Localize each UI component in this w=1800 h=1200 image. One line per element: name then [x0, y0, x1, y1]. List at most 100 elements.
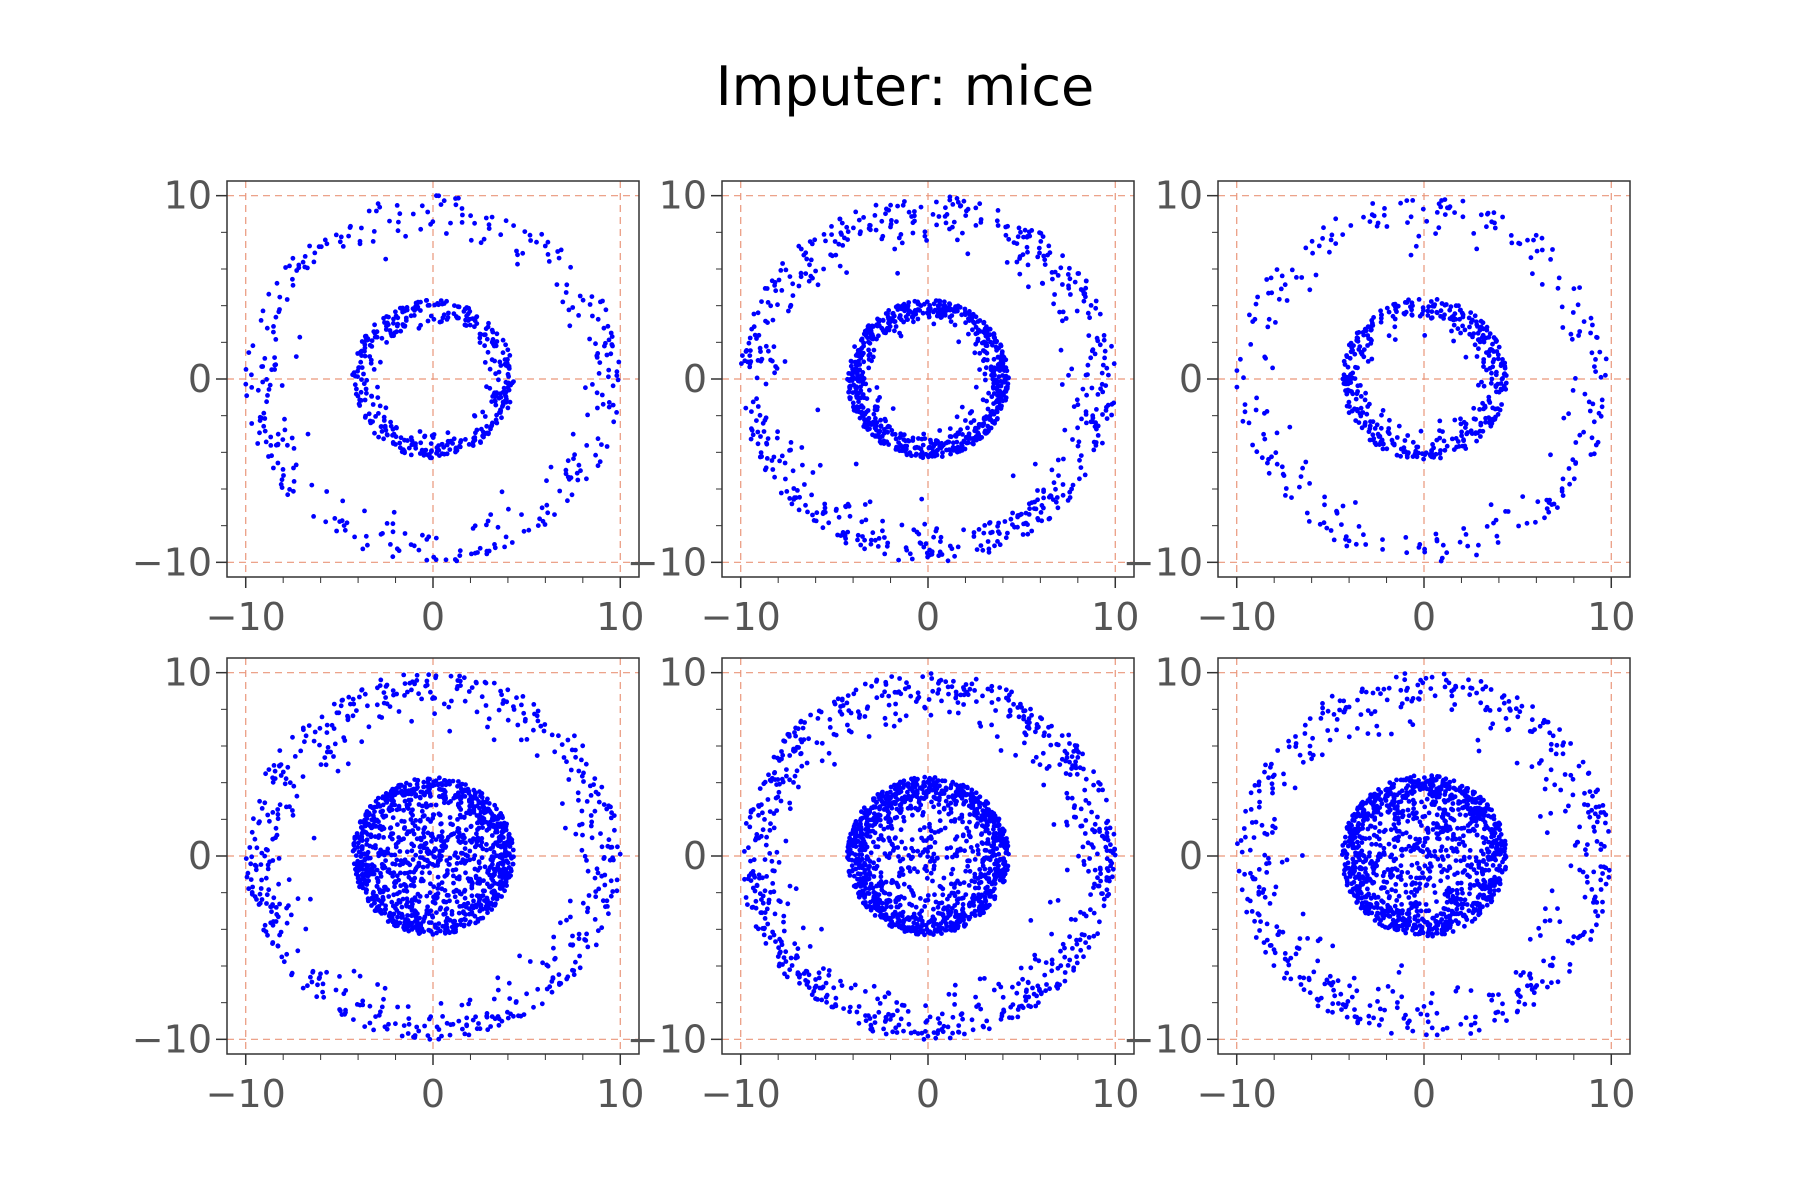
- scatter-point: [1065, 272, 1071, 277]
- scatter-point: [409, 848, 415, 854]
- scatter-point: [888, 202, 893, 208]
- scatter-point: [1517, 241, 1523, 247]
- scatter-point: [372, 804, 377, 810]
- scatter-point: [410, 679, 415, 685]
- scatter-point: [937, 441, 942, 447]
- scatter-point: [463, 870, 468, 876]
- scatter-point: [1533, 232, 1539, 238]
- scatter-point: [360, 546, 366, 552]
- scatter-point: [489, 214, 495, 220]
- scatter-point: [970, 327, 975, 333]
- scatter-point: [466, 789, 472, 794]
- scatter-point: [930, 449, 936, 455]
- scatter-point: [402, 323, 408, 329]
- scatter-point: [452, 557, 458, 562]
- scatter-point: [1459, 429, 1464, 435]
- scatter-point: [778, 798, 784, 804]
- scatter-point: [403, 233, 408, 239]
- scatter-point: [768, 303, 774, 309]
- scatter-point: [854, 1009, 860, 1015]
- scatter-point: [1111, 361, 1117, 367]
- scatter-point: [923, 1003, 928, 1009]
- scatter-point: [871, 983, 877, 989]
- scatter-point: [859, 410, 865, 416]
- scatter-point: [258, 886, 264, 891]
- scatter-point: [763, 381, 769, 387]
- scatter-point: [263, 439, 269, 445]
- scatter-point: [935, 447, 940, 453]
- scatter-point: [1030, 985, 1035, 991]
- scatter-point: [1303, 245, 1309, 251]
- scatter-point: [526, 527, 532, 533]
- scatter-point: [305, 265, 310, 271]
- scatter-point: [567, 898, 573, 904]
- scatter-point: [485, 906, 491, 911]
- scatter-point: [404, 780, 409, 786]
- scatter-point: [859, 336, 865, 342]
- scatter-point: [1551, 501, 1557, 507]
- scatter-point: [362, 691, 368, 697]
- scatter-point: [407, 782, 413, 788]
- scatter-point: [509, 840, 515, 846]
- scatter-point: [783, 267, 789, 273]
- scatter-point: [989, 372, 994, 378]
- y-tick-label: −10: [132, 1017, 212, 1061]
- scatter-point: [952, 553, 957, 559]
- scatter-point: [596, 371, 602, 376]
- scatter-point: [393, 442, 398, 447]
- scatter-point: [301, 727, 306, 733]
- scatter-point: [616, 359, 622, 365]
- scatter-point: [405, 1004, 411, 1009]
- scatter-point: [1255, 294, 1260, 300]
- scatter-point: [448, 832, 454, 838]
- scatter-point: [1029, 528, 1035, 534]
- scatter-point: [757, 345, 763, 351]
- scatter-point: [1087, 856, 1092, 861]
- y-tick-label: 0: [683, 357, 707, 401]
- scatter-point: [838, 978, 843, 984]
- scatter-point: [359, 353, 364, 358]
- scatter-point: [1362, 423, 1368, 428]
- scatter-point: [1425, 313, 1431, 318]
- scatter-point: [456, 1018, 462, 1024]
- scatter-point: [747, 335, 753, 341]
- scatter-point: [483, 680, 489, 686]
- scatter-point: [359, 687, 365, 692]
- scatter-point: [794, 768, 800, 774]
- scatter-point: [485, 1027, 491, 1033]
- scatter-point: [491, 737, 497, 743]
- scatter-point: [1321, 520, 1327, 526]
- scatter-point: [889, 218, 894, 223]
- scatter-point: [472, 437, 478, 443]
- scatter-point: [564, 917, 569, 923]
- scatter-point: [966, 431, 972, 437]
- scatter-point: [521, 528, 527, 534]
- scatter-point: [461, 814, 467, 820]
- scatter-point: [883, 722, 889, 727]
- scatter-point: [1599, 397, 1605, 403]
- scatter-point: [359, 871, 365, 877]
- scatter-point: [491, 866, 497, 872]
- scatter-point: [1006, 236, 1012, 242]
- scatter-point: [791, 780, 796, 785]
- scatter-point: [436, 921, 442, 926]
- scatter-point: [489, 822, 495, 828]
- scatter-point: [788, 440, 794, 445]
- scatter-point: [1074, 397, 1080, 403]
- scatter-point: [806, 736, 811, 742]
- scatter-point: [879, 693, 885, 699]
- scatter-point: [763, 415, 769, 421]
- x-tick-label: 10: [596, 1072, 644, 1116]
- scatter-point: [898, 1016, 904, 1022]
- scatter-point: [1059, 733, 1065, 738]
- scatter-point: [365, 542, 370, 548]
- scatter-point: [1345, 387, 1351, 393]
- scatter-point: [1339, 522, 1344, 527]
- scatter-point: [392, 884, 397, 890]
- scatter-point: [470, 803, 476, 809]
- scatter-point: [365, 703, 370, 709]
- scatter-point: [749, 427, 755, 433]
- scatter-point: [377, 403, 383, 409]
- scatter-point: [1097, 311, 1103, 317]
- scatter-point: [772, 474, 777, 480]
